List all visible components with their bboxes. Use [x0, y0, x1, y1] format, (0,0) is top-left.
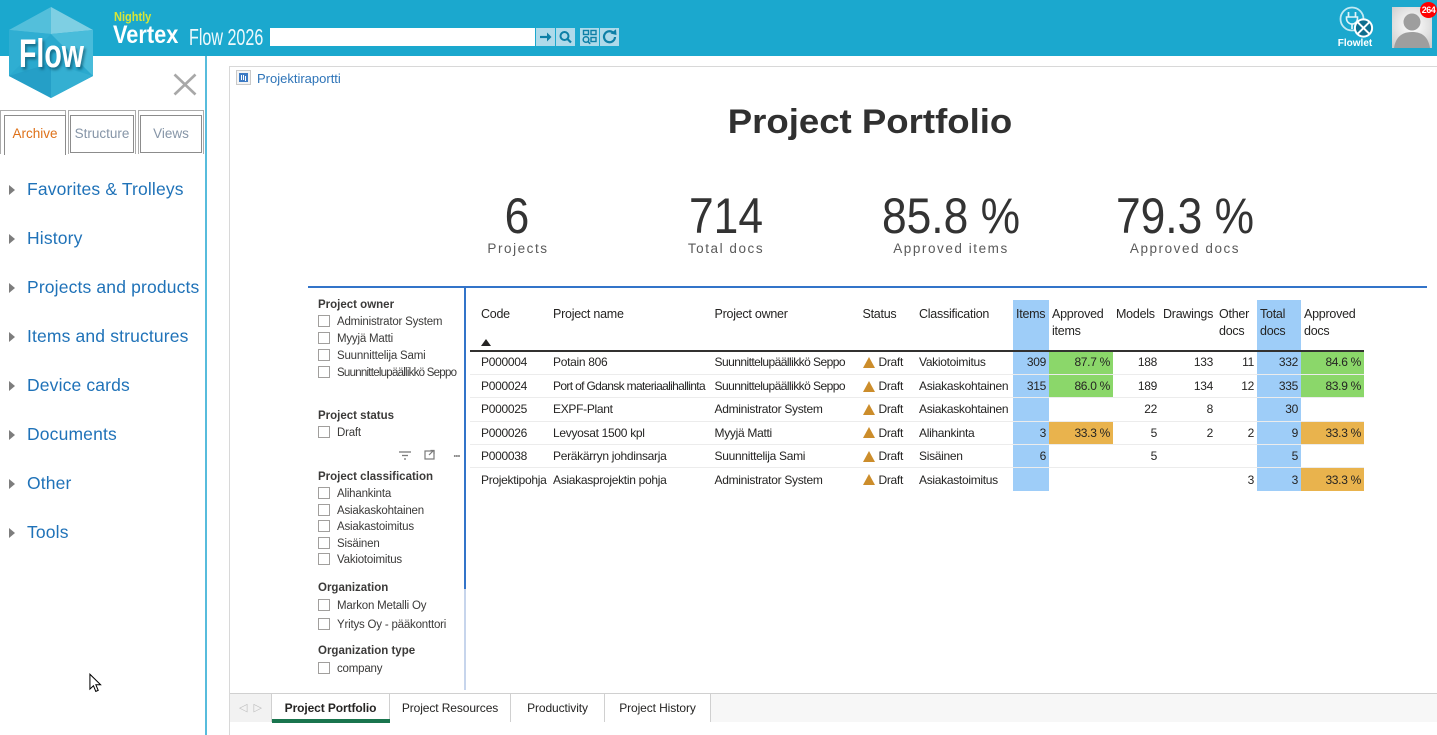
svg-text:Flow: Flow [19, 32, 85, 76]
